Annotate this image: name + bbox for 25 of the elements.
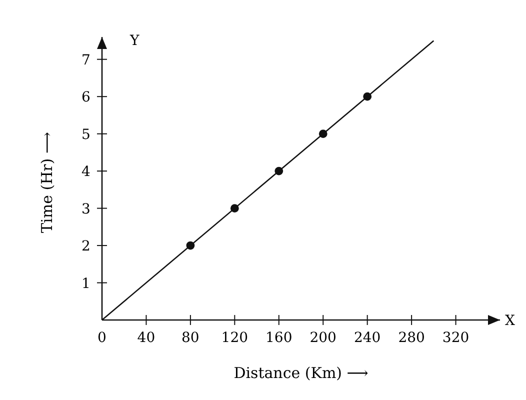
x-tick-label: 200 xyxy=(310,330,336,346)
x-tick-label: 40 xyxy=(137,330,156,346)
x-tick-label: 120 xyxy=(221,330,248,346)
y-tick-label: 1 xyxy=(82,276,90,292)
text: X xyxy=(505,313,515,329)
y-tick-label: 7 xyxy=(82,52,90,68)
x-tick-label: 280 xyxy=(398,330,425,346)
x-tick-label: 160 xyxy=(266,330,292,346)
point xyxy=(230,204,239,212)
y-tick-label: 2 xyxy=(82,238,90,255)
y-axis-title: Time (Hr) ⟶ xyxy=(38,132,56,233)
y-tick-label: 4 xyxy=(82,164,91,180)
x-tick-label: 320 xyxy=(442,330,470,346)
x-tick-label: 240 xyxy=(354,330,381,346)
y-tick-label: 5 xyxy=(82,126,90,143)
point xyxy=(274,166,284,176)
point xyxy=(186,241,195,250)
annotation: Y xyxy=(129,33,140,49)
point xyxy=(363,92,372,101)
point xyxy=(318,130,328,138)
x-tick-label: 80 xyxy=(182,330,200,346)
y-tick-label: 6 xyxy=(82,90,91,106)
y-tick-label: 3 xyxy=(82,201,90,218)
x-tick-label: 0 xyxy=(98,330,106,346)
x-axis-title: Distance (Km) ⟶ xyxy=(234,364,368,382)
